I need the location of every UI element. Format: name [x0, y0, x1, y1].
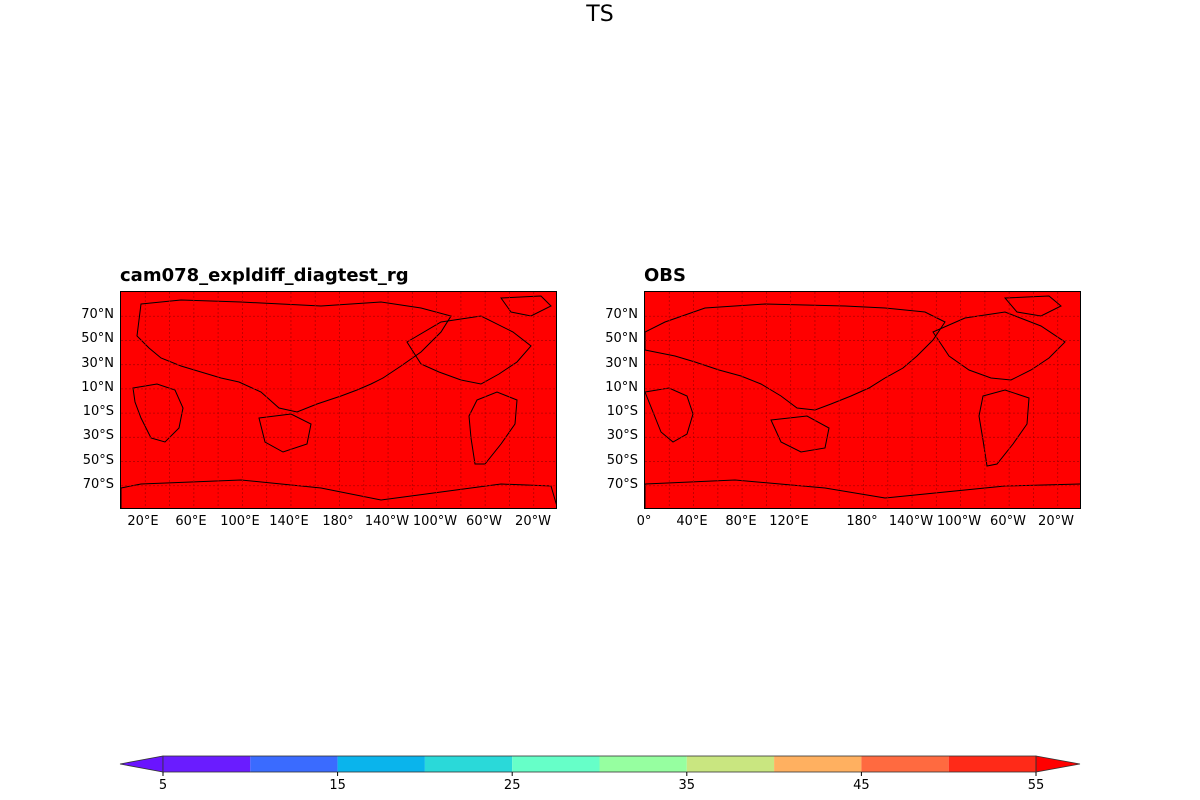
- panel1-xtick-0: 0°: [636, 514, 652, 529]
- obs-coastline-2: [770, 415, 830, 453]
- obs-coastline-3: [932, 311, 1066, 381]
- panel1-xtick-3: 120°E: [769, 514, 809, 529]
- panel1-xtick-6: 100°W: [936, 514, 982, 529]
- model-coastline-2: [258, 413, 312, 453]
- panel1-ytick-7: 70°S: [606, 476, 638, 492]
- obs-coastline-4: [978, 389, 1030, 467]
- colorbar-bin-4: [512, 756, 600, 772]
- colorbar-tick-label-2: 25: [504, 778, 521, 793]
- panel0-ytick-3: 10°N: [81, 379, 114, 395]
- panel0-xtick-4: 180°: [322, 514, 354, 529]
- panel1-xtick-2: 80°E: [725, 514, 757, 529]
- model-coastline-1: [132, 383, 184, 443]
- colorbar-bin-5: [599, 756, 687, 772]
- obs-map-svg: [645, 292, 1080, 508]
- colorbar-bin-8: [861, 756, 949, 772]
- panel0-ytick-5: 30°S: [82, 428, 114, 444]
- obs-coastline-1: [645, 387, 694, 443]
- model-coastline-0: [136, 299, 452, 413]
- panel1-ytick-4: 10°S: [606, 404, 638, 420]
- panel0-ytick-2: 30°N: [81, 355, 114, 371]
- model-map-svg: [121, 292, 556, 508]
- colorbar-outline: [162, 755, 1037, 773]
- panel0-xtick-2: 100°E: [220, 514, 260, 529]
- colorbar-tick-label-1: 15: [329, 778, 346, 793]
- figure-title: TS: [586, 2, 614, 27]
- colorbar-tick-label-3: 35: [679, 778, 696, 793]
- panel1-xtick-7: 60°W: [990, 514, 1026, 529]
- panel1-xtick-5: 140°W: [888, 514, 934, 529]
- panel1-xtick-4: 180°: [846, 514, 878, 529]
- colorbar-bin-1: [250, 756, 338, 772]
- colorbar-bin-9: [948, 756, 1036, 772]
- panel1-ytick-2: 30°N: [605, 355, 638, 371]
- panel-title-obs: OBS: [644, 265, 686, 286]
- colorbar-bin-2: [337, 756, 425, 772]
- panel0-ytick-7: 70°S: [82, 476, 114, 492]
- panel-title-model: cam078_expldiff_diagtest_rg: [120, 265, 409, 286]
- colorbar-extend-min: [119, 755, 164, 773]
- panel1-xtick-8: 20°W: [1038, 514, 1074, 529]
- panel0-xtick-1: 60°E: [175, 514, 207, 529]
- panel1-ytick-3: 10°N: [605, 379, 638, 395]
- colorbar-extend-max: [1035, 755, 1081, 773]
- obs-coastline-0: [645, 303, 946, 411]
- panel0-ytick-1: 50°N: [81, 331, 114, 347]
- panel1-ytick-1: 50°N: [605, 331, 638, 347]
- panel0-xtick-6: 100°W: [412, 514, 458, 529]
- colorbar-tick-label-4: 45: [853, 778, 870, 793]
- panel0-ytick-0: 70°N: [81, 307, 114, 323]
- colorbar-bin-6: [686, 756, 775, 772]
- panel0-ytick-6: 50°S: [82, 452, 114, 468]
- map-panel-obs: [644, 291, 1081, 509]
- model-coastline-5: [121, 479, 556, 508]
- model-coastline-3: [406, 315, 532, 385]
- panel0-xtick-5: 140°W: [364, 514, 410, 529]
- panel0-xtick-8: 20°W: [515, 514, 551, 529]
- obs-coastline-6: [1003, 295, 1062, 317]
- panel0-ytick-4: 10°S: [82, 404, 114, 420]
- panel0-xtick-0: 20°E: [127, 514, 159, 529]
- colorbar-tick-label-5: 55: [1028, 778, 1045, 793]
- colorbar-bin-0: [163, 756, 251, 772]
- map-panel-model: [120, 291, 557, 509]
- panel1-ytick-5: 30°S: [606, 428, 638, 444]
- colorbar-bin-3: [424, 756, 513, 772]
- model-coastline-4: [468, 391, 518, 465]
- colorbar-bin-7: [774, 756, 862, 772]
- panel0-xtick-7: 60°W: [466, 514, 502, 529]
- panel1-ytick-6: 50°S: [606, 452, 638, 468]
- colorbar-tick-label-0: 5: [159, 778, 167, 793]
- panel1-xtick-1: 40°E: [676, 514, 708, 529]
- obs-coastline-5: [645, 479, 1080, 508]
- panel1-ytick-0: 70°N: [605, 307, 638, 323]
- panel0-xtick-3: 140°E: [269, 514, 309, 529]
